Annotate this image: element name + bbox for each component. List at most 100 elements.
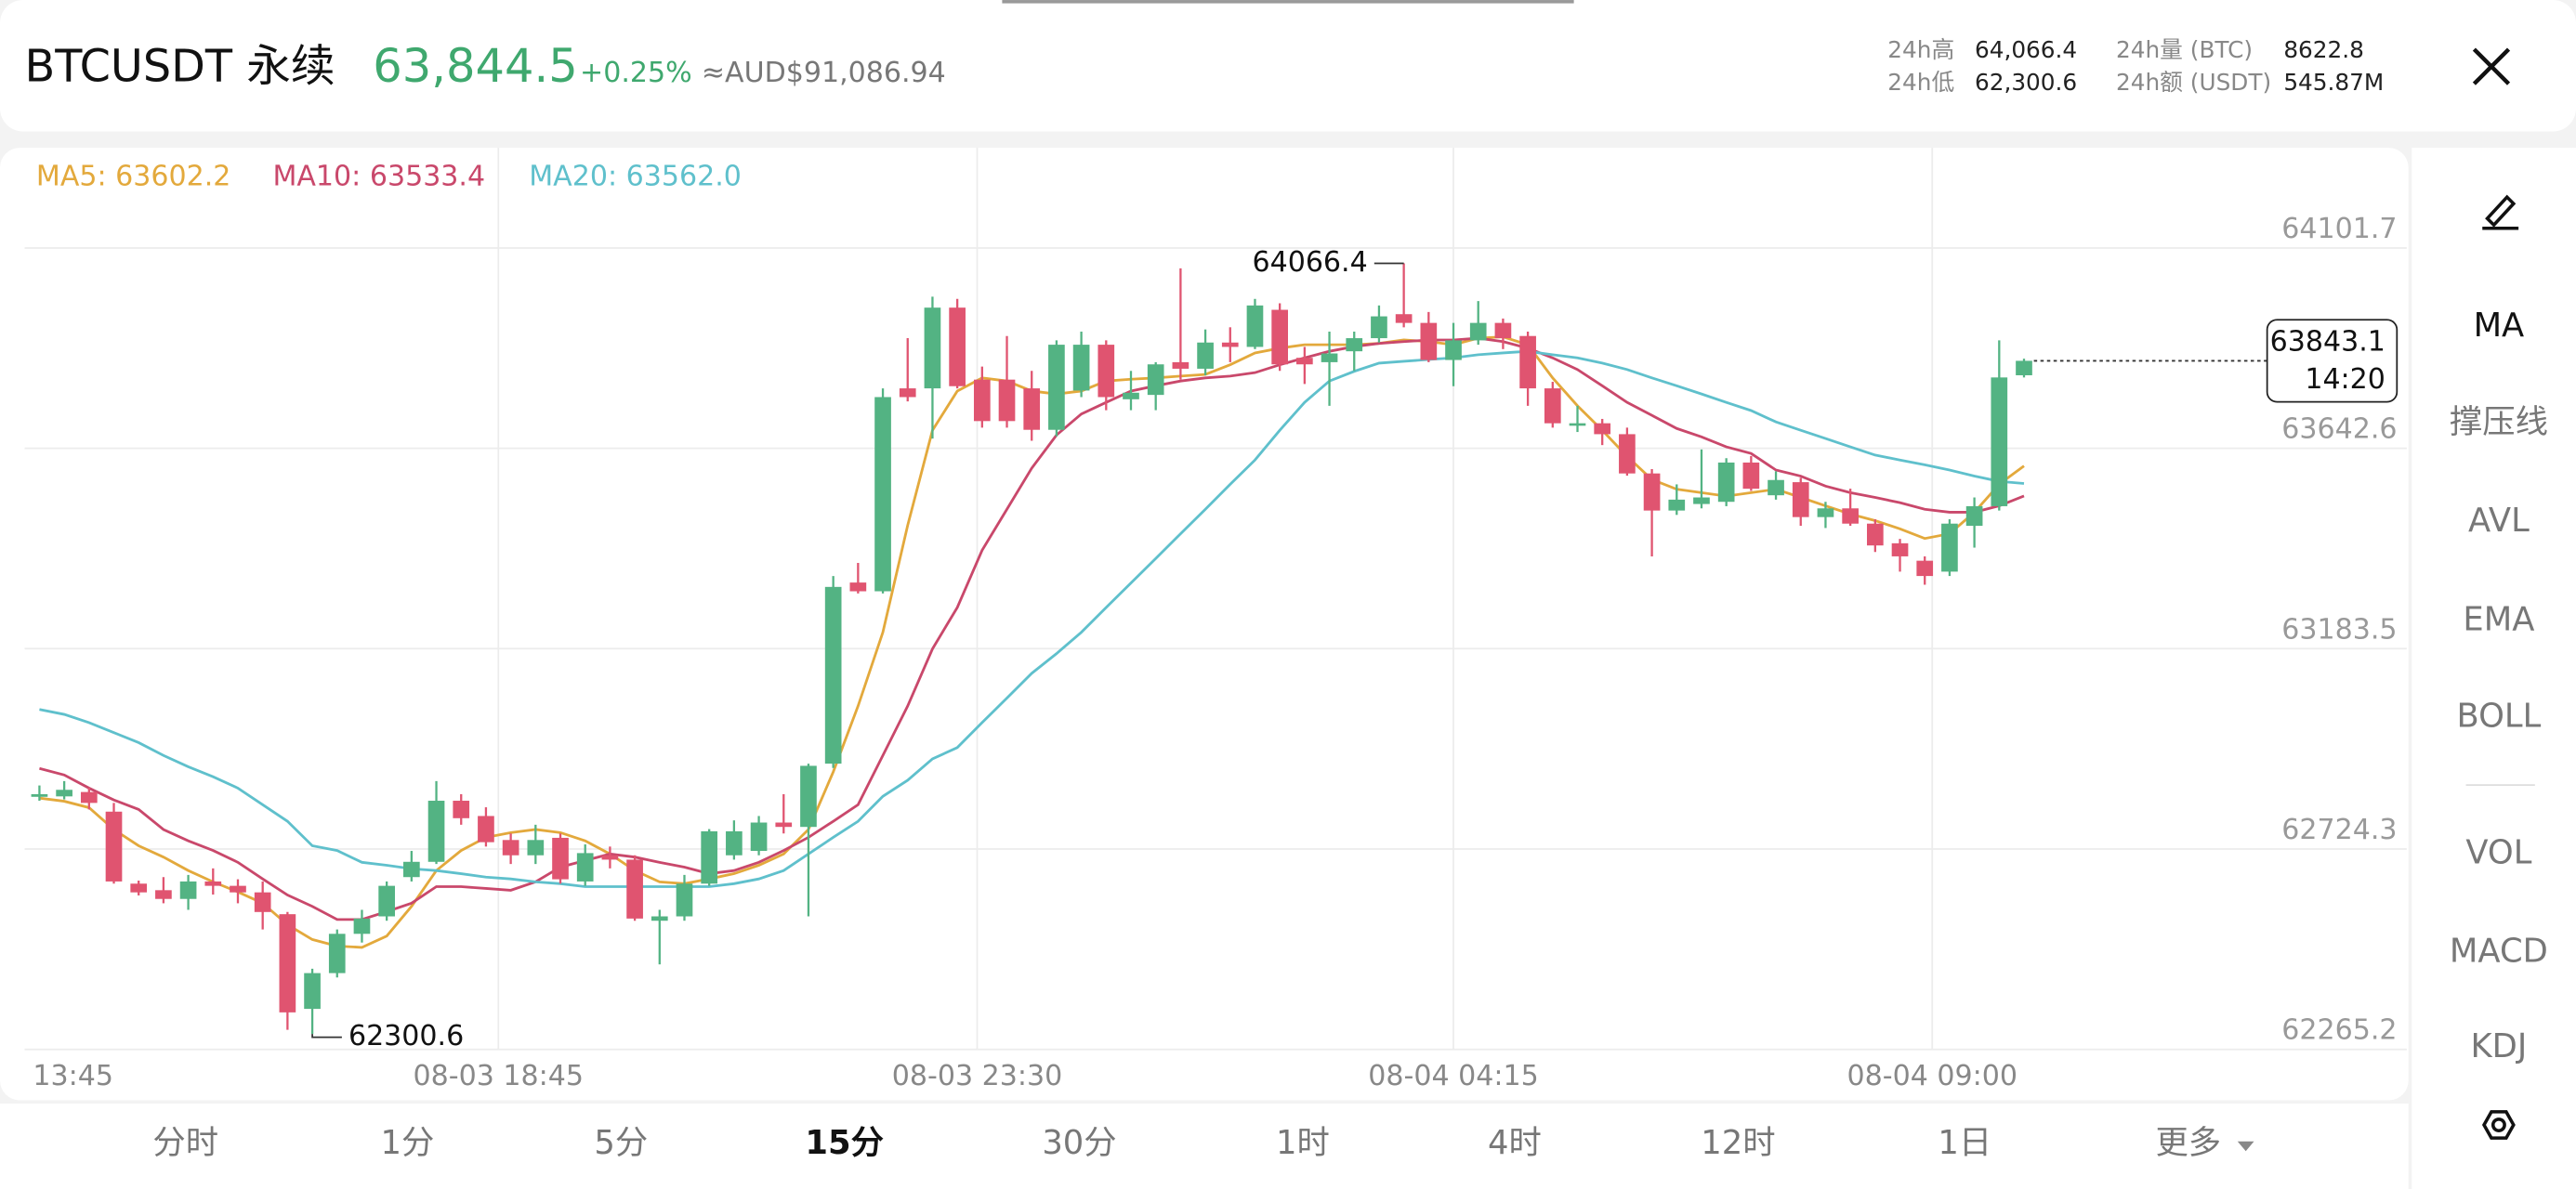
candle-body bbox=[1494, 322, 1512, 339]
candle-body bbox=[775, 822, 793, 828]
candle-body bbox=[304, 973, 321, 1010]
price-change: +0.25% bbox=[580, 57, 692, 89]
candle-body bbox=[254, 892, 271, 912]
candle-body bbox=[1445, 340, 1462, 360]
y-tick-label: 62265.2 bbox=[2281, 1014, 2397, 1047]
candle-body bbox=[1842, 508, 1859, 524]
interval-tab[interactable]: 更多 bbox=[2155, 1124, 2221, 1162]
toolbar-item[interactable]: AVL bbox=[2468, 502, 2530, 540]
candle-body bbox=[1221, 342, 1239, 347]
toolbar-item[interactable]: MA bbox=[2474, 307, 2525, 345]
candle-body bbox=[973, 379, 991, 422]
stat-value: 545.87M bbox=[2283, 69, 2384, 96]
stat-value: 62,300.6 bbox=[1975, 69, 2077, 96]
candle-body bbox=[427, 801, 445, 862]
interval-tab[interactable]: 12时 bbox=[1701, 1124, 1775, 1162]
candle-body bbox=[1097, 345, 1115, 398]
toolbar-item[interactable]: 撑压线 bbox=[2450, 403, 2548, 441]
candle-body bbox=[1817, 508, 1834, 517]
draw-tool-icon[interactable] bbox=[2482, 194, 2519, 230]
interval-tab[interactable]: 4时 bbox=[1488, 1124, 1542, 1162]
candle-body bbox=[601, 855, 619, 860]
candle-body bbox=[353, 918, 371, 934]
candle-body bbox=[56, 790, 72, 797]
toolbar-item[interactable]: MACD bbox=[2450, 932, 2548, 970]
candle-body bbox=[1742, 462, 1760, 490]
candle-body bbox=[1866, 523, 1884, 546]
candle-body bbox=[1321, 353, 1338, 362]
last-price-box bbox=[2266, 319, 2399, 403]
y-tick-label: 63183.5 bbox=[2281, 613, 2397, 646]
x-tick-label: 08-03 23:30 bbox=[892, 1060, 1062, 1092]
interval-tab[interactable]: 1日 bbox=[1938, 1124, 1991, 1162]
symbol-title: BTCUSDT 永续 bbox=[25, 41, 335, 92]
candle-body bbox=[1941, 523, 1958, 572]
last-price-label: 63843.1 bbox=[2270, 325, 2385, 358]
candle-body bbox=[502, 840, 519, 856]
candle-body bbox=[1371, 316, 1387, 339]
toolbar-item[interactable]: BOLL bbox=[2456, 698, 2541, 736]
candle-body bbox=[1916, 560, 1934, 577]
candle-body bbox=[1965, 505, 1983, 527]
chart-panel bbox=[0, 148, 2409, 1101]
toolbar-item[interactable]: EMA bbox=[2463, 600, 2534, 638]
candle-body bbox=[179, 881, 197, 899]
candle-body bbox=[701, 830, 718, 884]
candle-body bbox=[279, 914, 296, 1013]
candle-body bbox=[1123, 392, 1139, 399]
candle-body bbox=[726, 830, 743, 856]
settings-icon[interactable] bbox=[2481, 1110, 2516, 1140]
candle-body bbox=[576, 853, 594, 882]
candle-body bbox=[1346, 338, 1363, 352]
stat-value: 64,066.4 bbox=[1975, 36, 2077, 63]
ma-line bbox=[39, 336, 2025, 921]
candle-body bbox=[651, 916, 668, 921]
toolbar-item[interactable]: VOL bbox=[2465, 833, 2531, 871]
candle-body bbox=[924, 307, 941, 389]
x-tick-label: 08-04 09:00 bbox=[1847, 1060, 2017, 1092]
stat-value: 8622.8 bbox=[2283, 36, 2364, 63]
candle-body bbox=[1296, 358, 1313, 365]
toolbar-panel bbox=[2412, 148, 2576, 1189]
candle-body bbox=[453, 801, 470, 818]
candle-body bbox=[80, 791, 98, 804]
legend-entry: MA10: 63533.4 bbox=[272, 160, 485, 192]
candle-body bbox=[1991, 377, 2008, 506]
candle-body bbox=[1420, 322, 1438, 360]
drag-handle bbox=[1002, 0, 1574, 4]
candle-body bbox=[1544, 388, 1561, 424]
x-tick-label: 08-04 04:15 bbox=[1368, 1060, 1538, 1092]
stat-label: 24h高 bbox=[1887, 36, 1954, 63]
toolbar-item[interactable]: KDJ bbox=[2470, 1027, 2527, 1065]
candle-body bbox=[1891, 542, 1909, 556]
candle-body bbox=[676, 883, 693, 917]
interval-tab[interactable]: 30分 bbox=[1042, 1124, 1116, 1162]
candle-body bbox=[378, 885, 395, 917]
candle-body bbox=[998, 379, 1016, 422]
tab-bar bbox=[0, 1104, 2409, 1189]
candle-body bbox=[130, 883, 148, 893]
candle-body bbox=[31, 793, 48, 797]
stat-label: 24h量 (BTC) bbox=[2116, 36, 2253, 63]
ma-line bbox=[39, 349, 2025, 888]
interval-tab[interactable]: 1时 bbox=[1276, 1124, 1330, 1162]
y-tick-label: 62724.3 bbox=[2281, 814, 2397, 846]
candle-body bbox=[1246, 305, 1264, 347]
last-price: 63,844.5 bbox=[373, 39, 577, 93]
interval-tab[interactable]: 5分 bbox=[594, 1124, 648, 1162]
candle-body bbox=[800, 765, 817, 828]
countdown-label: 14:20 bbox=[2305, 363, 2385, 396]
candle-body bbox=[899, 388, 916, 398]
candle-body bbox=[2016, 360, 2032, 375]
legend-entry: MA20: 63562.0 bbox=[529, 160, 742, 192]
candle-body bbox=[626, 859, 643, 919]
interval-tab[interactable]: 分时 bbox=[152, 1124, 218, 1162]
interval-tab[interactable]: 15分 bbox=[805, 1124, 884, 1162]
candle-body bbox=[1594, 423, 1611, 435]
candle-body bbox=[750, 822, 768, 852]
high-label: 64066.4 bbox=[1252, 246, 1367, 279]
close-button[interactable] bbox=[2472, 47, 2511, 85]
interval-tab[interactable]: 1分 bbox=[381, 1124, 435, 1162]
